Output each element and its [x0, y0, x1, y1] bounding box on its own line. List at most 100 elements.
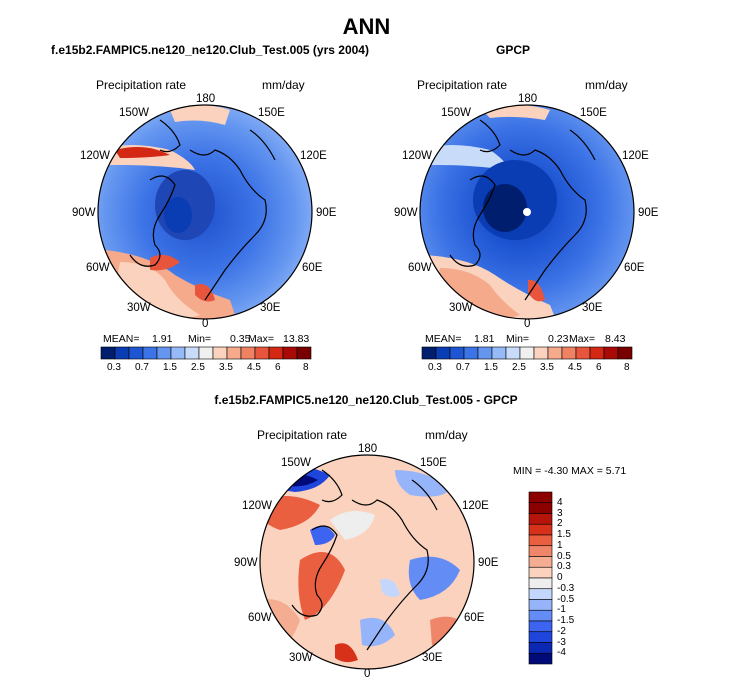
dry-region: [164, 197, 192, 233]
panel-title-diff: f.e15b2.FAMPIC5.ne120_ne120.Club_Test.00…: [214, 393, 518, 407]
colorbar-tick-label: 4.5: [568, 362, 582, 373]
colorbar-tick-label: 6: [596, 362, 602, 373]
colorbar-tick-label: -1: [557, 604, 566, 616]
longitude-label: 0: [364, 668, 371, 680]
colorbar-tick-label: 0.3: [428, 362, 442, 373]
colorbar-tick-label: 4: [557, 496, 563, 508]
longitude-label: 120W: [402, 150, 433, 162]
longitude-label: 120W: [242, 500, 273, 512]
colorbar-tick-label: -0.5: [557, 593, 575, 605]
min-value: 0.35: [230, 333, 251, 345]
longitude-label: 150W: [441, 107, 472, 119]
coastline: [411, 479, 438, 511]
longitude-label: 60W: [408, 262, 432, 274]
colorbar-swatch: [528, 599, 553, 611]
colorbar-swatch: [528, 491, 553, 504]
colorbar-swatch: [528, 545, 553, 557]
longitude-label: 120E: [300, 150, 327, 162]
longitude-label: 90W: [72, 207, 96, 219]
colorbar-tick-label: 2: [557, 518, 563, 530]
min-max-readout: MIN = -4.30 MAX = 5.71: [513, 465, 627, 477]
longitude-label: 180: [196, 93, 216, 105]
warm-region: [170, 105, 230, 125]
longitude-label: 150E: [420, 457, 447, 469]
colorbar-swatch: [528, 513, 553, 525]
longitude-label: 0: [524, 318, 531, 330]
colorbar-tick-label: 0.7: [135, 362, 149, 373]
longitude-label: 180: [518, 93, 538, 105]
colorbar-tick-label: 0: [557, 572, 563, 583]
coastline: [189, 149, 267, 301]
longitude-label: 30W: [449, 302, 473, 314]
longitude-label: 30E: [582, 302, 603, 314]
max-value: 13.83: [283, 333, 310, 345]
mean-label: MEAN=: [103, 333, 140, 345]
colorbar-tick-label: 0.3: [107, 362, 121, 373]
longitude-label: 90W: [394, 207, 418, 219]
map-border: [419, 104, 635, 320]
coastline: [449, 175, 496, 267]
longitude-label: 30W: [289, 652, 313, 664]
storm-track: [115, 146, 170, 158]
pole-marker: [523, 208, 531, 216]
colorbar-tick-label: 1.5: [557, 529, 571, 540]
near-zero: [330, 511, 375, 540]
negative-anomaly: [310, 526, 335, 545]
colorbar-swatch: [296, 346, 312, 360]
min-label: Min=: [506, 333, 530, 345]
colorbar-tick-label: 2.5: [191, 362, 205, 373]
colorbar-tick-label: -4: [557, 647, 566, 659]
longitude-label: 30W: [127, 302, 151, 314]
colorbar-swatch: [528, 620, 553, 633]
colorbar-swatch: [528, 502, 553, 514]
colorbar-tick-label: 1.5: [163, 362, 177, 373]
coastline: [479, 119, 501, 153]
longitude-label: 60W: [248, 612, 272, 624]
longitude-label: 60E: [464, 612, 485, 624]
colorbar-tick-label: 0.5: [557, 550, 571, 562]
mean-value: 1.81: [474, 333, 495, 345]
colorbar-swatch: [528, 556, 553, 568]
mean-value: 1.91: [152, 333, 173, 345]
dry-region: [483, 184, 527, 232]
panel-title-model: f.e15b2.FAMPIC5.ne120_ne120.Club_Test.00…: [51, 43, 369, 57]
longitude-label: 60E: [302, 262, 323, 274]
colorbar-tick-label: 8: [624, 362, 630, 373]
min-label: Min=: [188, 333, 212, 345]
coastline: [159, 119, 181, 153]
longitude-label: 0: [202, 318, 209, 330]
units-label-model: mm/day: [262, 78, 305, 92]
colorbar-tick-label: -2: [557, 625, 566, 637]
negative-anomaly: [360, 617, 395, 647]
storm-track: [150, 254, 180, 271]
colorbar-swatch: [617, 346, 633, 360]
colorbar-swatch: [528, 642, 553, 654]
colorbar-tick-label: 0.3: [557, 561, 571, 573]
colorbar-tick-label: 6: [275, 362, 281, 373]
longitude-label: 60W: [86, 262, 110, 274]
colorbar-swatch: [528, 523, 553, 536]
colorbar-swatch: [528, 652, 553, 665]
longitude-label: 90E: [316, 207, 337, 219]
colorbar-tick-label: -1.5: [557, 615, 575, 626]
negative-anomaly: [380, 579, 400, 597]
colorbar-swatch: [528, 588, 553, 600]
page-title: ANN: [342, 14, 391, 39]
longitude-label: 90E: [478, 557, 499, 569]
storm-track: [528, 279, 545, 302]
max-label: Max=: [248, 333, 274, 345]
coastline: [351, 499, 429, 651]
coastline: [321, 469, 343, 503]
colorbar-swatch: [528, 566, 553, 579]
coastline: [249, 129, 276, 161]
variable-label-model: Precipitation rate: [96, 78, 187, 92]
coastline: [509, 149, 587, 301]
colorbar-tick-label: 0.7: [456, 362, 470, 373]
longitude-label: 150E: [580, 107, 607, 119]
map-border: [97, 104, 313, 320]
